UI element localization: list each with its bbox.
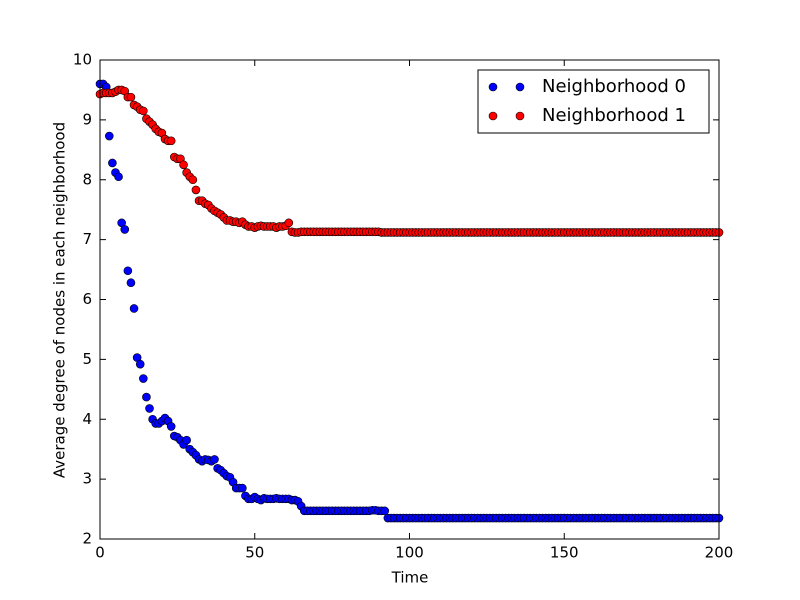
legend-marker (488, 82, 498, 92)
point (120, 225, 130, 234)
x-tick-label: 50 (245, 544, 264, 562)
point (139, 106, 148, 116)
point (191, 185, 201, 195)
legend-marker (488, 111, 498, 121)
y-tick-label: 4 (82, 410, 92, 428)
y-tick-label: 6 (82, 290, 92, 308)
x-axis-label: Time (391, 569, 429, 587)
point (108, 158, 117, 168)
point (179, 160, 188, 170)
x-tick-label: 0 (95, 544, 105, 562)
y-tick-label: 5 (82, 350, 92, 368)
y-tick-label: 7 (82, 230, 92, 248)
legend-label: Neighborhood 1 (542, 105, 686, 126)
point (123, 266, 133, 276)
y-tick-label: 3 (82, 470, 92, 488)
point (182, 435, 191, 445)
series-points (95, 79, 724, 523)
y-axis-label: Average degree of nodes in each neighbor… (51, 122, 69, 478)
legend-label: Neighborhood 0 (542, 76, 686, 97)
point (129, 304, 139, 313)
legend-box (477, 69, 710, 134)
point (135, 359, 145, 369)
point (142, 392, 151, 402)
series-points (95, 85, 724, 237)
point (284, 218, 294, 228)
point (210, 455, 219, 464)
x-tick-label: 200 (705, 544, 734, 562)
point (238, 483, 247, 493)
x-tick-label: 150 (550, 544, 579, 562)
point (380, 506, 390, 516)
point (188, 175, 198, 185)
point (126, 92, 136, 102)
point (104, 131, 114, 141)
y-tick-label: 8 (82, 170, 92, 188)
point (166, 136, 176, 146)
point (126, 278, 136, 288)
legend-marker (515, 111, 525, 121)
x-tick-label: 100 (395, 544, 424, 562)
point (166, 422, 176, 431)
plot-frame (99, 59, 720, 540)
point (114, 172, 123, 182)
legend-marker (515, 82, 525, 92)
y-tick-label: 9 (82, 110, 92, 128)
y-tick-label: 10 (73, 51, 92, 69)
point (139, 374, 148, 383)
y-tick-label: 2 (82, 530, 92, 548)
point (145, 404, 154, 413)
